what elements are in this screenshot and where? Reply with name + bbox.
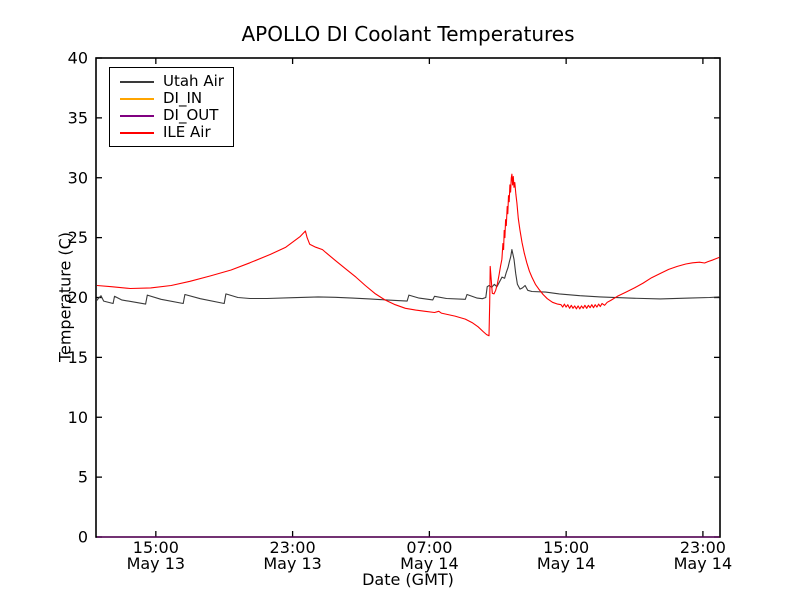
series-utah-air — [96, 249, 720, 305]
y-ticks: 0 5 10 15 20 25 30 35 40 — [68, 49, 720, 547]
legend-label: ILE Air — [163, 123, 211, 141]
x-tick-date-label: May 14 — [674, 554, 733, 573]
y-tick-label: 35 — [68, 108, 88, 127]
legend-label: DI_IN — [163, 89, 203, 107]
y-tick-label: 5 — [78, 468, 88, 487]
legend: Utah Air DI_IN DI_OUT ILE Air — [109, 67, 234, 147]
x-tick-date-label: May 13 — [263, 554, 322, 573]
legend-line-swatch — [120, 97, 154, 100]
y-tick-label: 25 — [68, 228, 88, 247]
y-tick-label: 30 — [68, 168, 88, 187]
x-tick-time-label: 23:00 — [270, 538, 316, 557]
x-tick-date-label: May 14 — [400, 554, 459, 573]
legend-line-swatch — [120, 80, 154, 83]
y-tick-label: 0 — [78, 528, 88, 547]
y-tick-label: 40 — [68, 49, 88, 68]
x-tick-date-label: May 13 — [127, 554, 186, 573]
legend-item: ILE Air — [120, 124, 224, 141]
x-tick-date-label: May 14 — [537, 554, 596, 573]
y-tick-label: 15 — [68, 348, 88, 367]
legend-item: DI_IN — [120, 90, 224, 107]
legend-label: Utah Air — [163, 72, 224, 90]
y-tick-label: 10 — [68, 408, 88, 427]
legend-line-swatch — [120, 114, 154, 117]
y-tick-label: 20 — [68, 288, 88, 307]
series-ile-air — [96, 173, 720, 337]
x-tick-time-label: 07:00 — [406, 538, 452, 557]
legend-item: Utah Air — [120, 73, 224, 90]
legend-item: DI_OUT — [120, 107, 224, 124]
x-axis-label: Date (GMT) — [362, 570, 454, 589]
x-tick-time-label: 15:00 — [543, 538, 589, 557]
y-axis-label: Temperature (C) — [55, 231, 75, 363]
legend-line-swatch — [120, 131, 154, 134]
x-tick-time-label: 23:00 — [680, 538, 726, 557]
x-tick-time-label: 15:00 — [133, 538, 179, 557]
legend-label: DI_OUT — [163, 106, 219, 124]
chart-title: APOLLO DI Coolant Temperatures — [241, 22, 575, 46]
